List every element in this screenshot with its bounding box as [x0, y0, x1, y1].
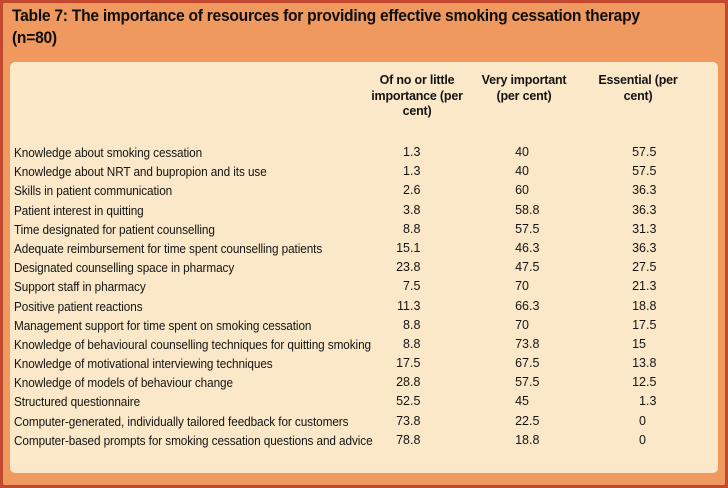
value-cell: 23.8: [396, 260, 421, 275]
table-row: Knowledge of models of behaviour change 2…: [14, 373, 718, 392]
table-row: Computer-generated, individually tailore…: [14, 412, 718, 431]
value-cell: 1.3: [639, 394, 657, 409]
table-body-panel: Of no or little importance (per cent) Ve…: [10, 62, 718, 473]
value-cell: 13.8: [632, 356, 657, 371]
value-cell: 36.3: [632, 183, 657, 198]
table-title-line1: Table 7: The importance of resources for…: [12, 6, 640, 25]
table-row: Positive patient reactions 11.3 66.3 18.8: [14, 297, 718, 316]
value-cell: 15: [632, 336, 646, 351]
table-row: Time designated for patient counselling 8…: [14, 220, 718, 239]
row-label: Designated counselling space in pharmacy: [14, 260, 235, 276]
value-cell: 40: [515, 145, 529, 159]
value-cell: 57.5: [515, 375, 540, 390]
column-header-essential: Essential (per cent): [598, 73, 678, 103]
value-cell: 40: [515, 164, 529, 179]
value-cell: 73.8: [515, 336, 540, 351]
table-row: Structured questionnaire 52.5 45 1.3: [14, 392, 718, 411]
table-row: Adequate reimbursement for time spent co…: [14, 239, 718, 258]
table-row: Patient interest in quitting 3.8 58.8 36.3: [14, 201, 718, 220]
value-cell: 58.8: [515, 202, 540, 217]
table-row: Knowledge about smoking cessation 1.3 40 57…: [14, 143, 718, 162]
value-cell: 36.3: [632, 202, 657, 217]
value-cell: 66.3: [515, 298, 540, 313]
row-label: Structured questionnaire: [14, 394, 141, 410]
row-label: Time designated for patient counselling: [14, 221, 215, 237]
table-row: Designated counselling space in pharmacy…: [14, 258, 718, 277]
value-cell: 1.3: [403, 145, 421, 159]
value-cell: 57.5: [515, 221, 540, 236]
row-label: Knowledge about NRT and bupropion and it…: [14, 164, 267, 180]
table-rows: Knowledge about smoking cessation 1.3 40 57…: [14, 143, 718, 450]
table-row: Management support for time spent on smo…: [14, 316, 718, 335]
value-cell: 8.8: [403, 221, 421, 236]
value-cell: 67.5: [515, 356, 540, 371]
value-cell: 1.3: [403, 164, 421, 179]
value-cell: 11.3: [397, 298, 421, 313]
value-cell: 31.3: [632, 221, 657, 236]
value-cell: 70: [515, 279, 529, 294]
value-cell: 57.5: [632, 145, 657, 159]
row-label: Knowledge of motivational interviewing t…: [14, 356, 273, 372]
table-row: Skills in patient communication 2.6 60 36.3: [14, 181, 718, 200]
value-cell: 17.5: [632, 317, 657, 332]
value-cell: 18.8: [515, 432, 540, 447]
column-header-very-important: Very important (per cent): [481, 73, 567, 103]
value-cell: 12.5: [632, 375, 657, 390]
value-cell: 45: [515, 394, 529, 409]
table-title-line2: (n=80): [12, 28, 57, 47]
value-cell: 70: [515, 317, 529, 332]
table-row: Computer-based prompts for smoking cessa…: [14, 431, 718, 450]
row-label: Knowledge of behavioural counselling tec…: [14, 336, 371, 352]
row-label: Computer-based prompts for smoking cessa…: [14, 432, 373, 448]
row-label: Positive patient reactions: [14, 298, 143, 314]
row-label: Patient interest in quitting: [14, 202, 144, 218]
value-cell: 3.8: [403, 202, 421, 217]
value-cell: 0: [639, 432, 646, 447]
value-cell: 36.3: [632, 240, 657, 255]
row-label: Computer-generated, individually tailore…: [14, 413, 349, 429]
value-cell: 17.5: [396, 356, 421, 371]
row-label: Support staff in pharmacy: [14, 279, 146, 295]
row-label: Knowledge of models of behaviour change: [14, 375, 233, 391]
column-header-no-or-little-importance: Of no or little importance (per cent): [371, 73, 463, 118]
value-cell: 27.5: [632, 260, 657, 275]
value-cell: 2.6: [403, 183, 421, 198]
row-label: Knowledge about smoking cessation: [14, 145, 203, 160]
value-cell: 8.8: [403, 317, 421, 332]
value-cell: 46.3: [515, 240, 540, 255]
value-cell: 78.8: [396, 432, 421, 447]
row-label: Management support for time spent on smo…: [14, 317, 312, 333]
value-cell: 18.8: [632, 298, 657, 313]
table-row: Knowledge of motivational interviewing t…: [14, 354, 718, 373]
row-label: Skills in patient communication: [14, 183, 173, 199]
table-row: Knowledge about NRT and bupropion and it…: [14, 162, 718, 181]
table-row: Knowledge of behavioural counselling tec…: [14, 335, 718, 354]
value-cell: 28.8: [396, 375, 421, 390]
value-cell: 52.5: [396, 394, 421, 409]
table-row: Support staff in pharmacy 7.5 70 21.3: [14, 277, 718, 296]
value-cell: 8.8: [403, 336, 421, 351]
value-cell: 60: [515, 183, 529, 198]
value-cell: 21.3: [632, 279, 657, 294]
value-cell: 15.1: [396, 240, 421, 255]
row-label: Adequate reimbursement for time spent co…: [14, 240, 323, 256]
value-cell: 57.5: [632, 164, 657, 179]
value-cell: 0: [639, 413, 646, 428]
value-cell: 47.5: [515, 260, 540, 275]
table-title: Table 7: The importance of resources for…: [12, 5, 722, 49]
value-cell: 7.5: [403, 279, 421, 294]
value-cell: 22.5: [515, 413, 540, 428]
value-cell: 73.8: [396, 413, 421, 428]
